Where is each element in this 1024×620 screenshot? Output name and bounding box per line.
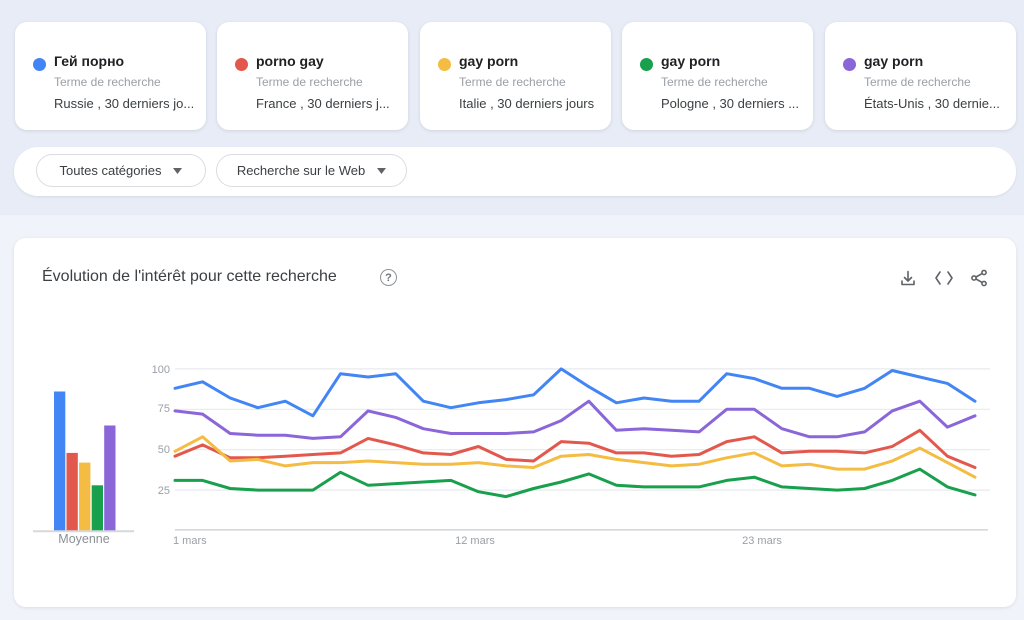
series-color-dot-icon — [235, 58, 248, 71]
embed-icon[interactable] — [932, 266, 956, 290]
card-type-label: Terme de recherche — [459, 75, 566, 89]
series-color-dot-icon — [438, 58, 451, 71]
trend-card[interactable]: Гей порно Terme de recherche Russie , 30… — [15, 22, 206, 130]
card-type-label: Terme de recherche — [256, 75, 363, 89]
search-type-filter-button[interactable]: Recherche sur le Web — [216, 154, 407, 187]
share-icon[interactable] — [967, 266, 991, 290]
trend-card[interactable]: gay porn Terme de recherche Italie , 30 … — [420, 22, 611, 130]
card-scope: Pologne , 30 derniers ... — [661, 96, 800, 111]
category-filter-label: Toutes catégories — [59, 163, 162, 178]
section-title: Évolution de l'intérêt pour cette recher… — [42, 268, 337, 285]
card-scope: États-Unis , 30 dernie... — [864, 96, 1000, 111]
y-tick-label: 25 — [157, 484, 170, 497]
card-type-label: Terme de recherche — [54, 75, 161, 89]
card-scope: France , 30 derniers j... — [256, 96, 390, 111]
x-tick-label: 12 mars — [455, 535, 495, 547]
y-tick-label: 75 — [157, 402, 170, 415]
series-color-dot-icon — [843, 58, 856, 71]
help-icon[interactable]: ? — [380, 269, 397, 286]
series-color-dot-icon — [33, 58, 46, 71]
card-term: gay porn — [459, 53, 519, 69]
download-icon[interactable] — [896, 266, 920, 290]
series-color-dot-icon — [640, 58, 653, 71]
card-term: gay porn — [864, 53, 924, 69]
bar-chart-label: Moyenne — [58, 532, 110, 546]
search-type-filter-label: Recherche sur le Web — [236, 163, 366, 178]
chevron-down-icon — [377, 167, 387, 174]
card-scope: Russie , 30 derniers jo... — [54, 96, 195, 111]
card-term: Гей порно — [54, 53, 125, 69]
line-chart-plot[interactable] — [165, 358, 995, 534]
y-tick-label: 50 — [157, 443, 170, 456]
card-scope: Italie , 30 derniers jours — [459, 96, 595, 111]
x-tick-label: 1 mars — [173, 535, 207, 547]
card-term: porno gay — [256, 53, 324, 69]
card-term: gay porn — [661, 53, 721, 69]
filter-bar: Toutes catégories Recherche sur le Web — [14, 147, 1016, 196]
bar-chart-plot[interactable] — [30, 384, 160, 534]
card-type-label: Terme de recherche — [864, 75, 971, 89]
chevron-down-icon — [173, 167, 183, 174]
card-type-label: Terme de recherche — [661, 75, 768, 89]
x-tick-label: 23 mars — [742, 535, 782, 547]
trend-card[interactable]: gay porn Terme de recherche États-Unis ,… — [825, 22, 1016, 130]
interest-over-time-card: Évolution de l'intérêt pour cette recher… — [14, 238, 1016, 607]
category-filter-button[interactable]: Toutes catégories — [36, 154, 206, 187]
trend-card[interactable]: porno gay Terme de recherche France , 30… — [217, 22, 408, 130]
y-tick-label: 100 — [151, 364, 170, 376]
trend-card[interactable]: gay porn Terme de recherche Pologne , 30… — [622, 22, 813, 130]
